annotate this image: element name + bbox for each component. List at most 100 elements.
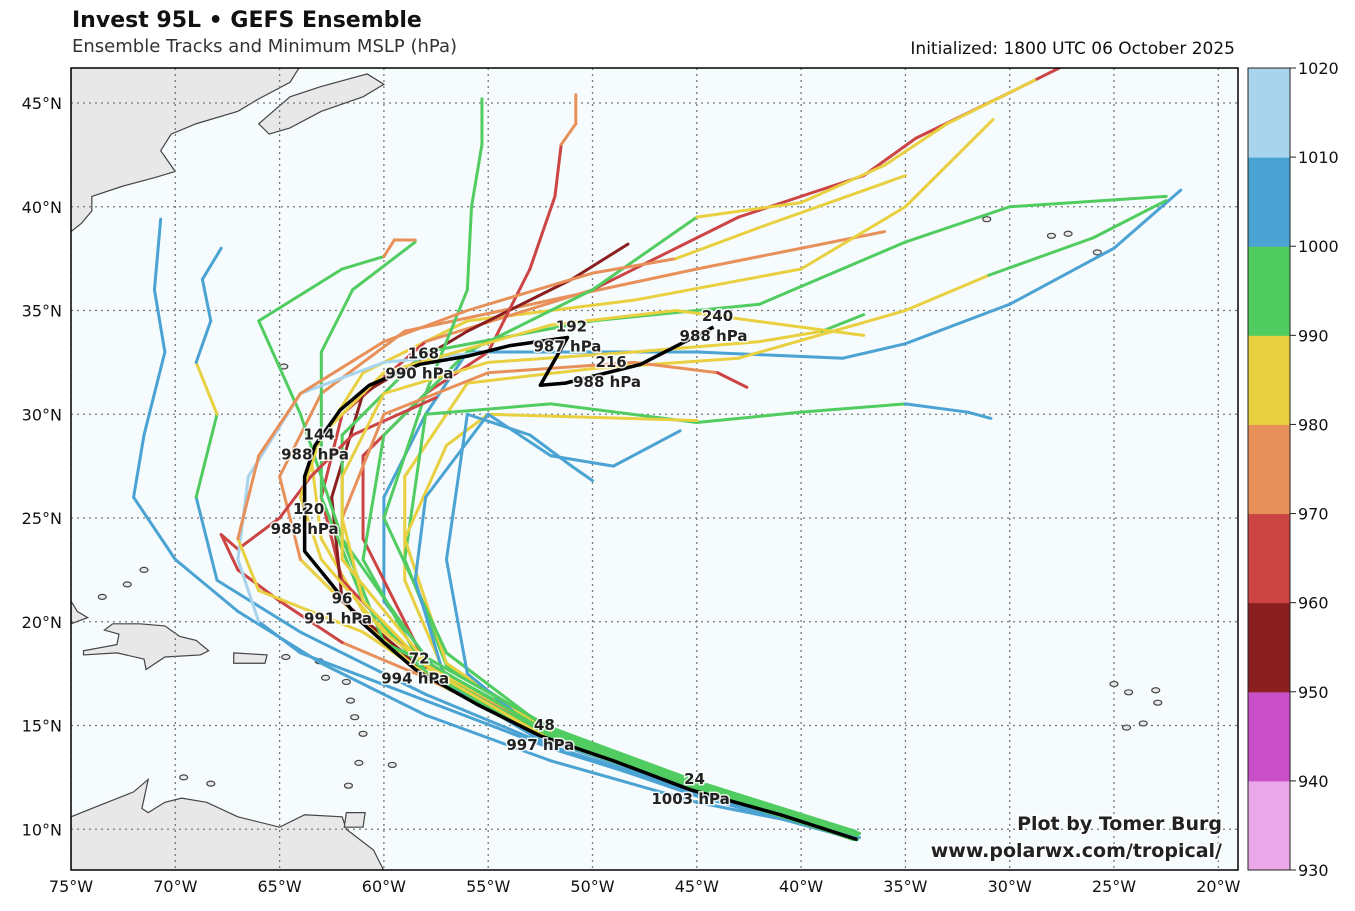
ensemble-track-segment [424,412,490,499]
land-layer [71,68,1163,870]
ensemble-track-segment [549,309,678,327]
ensemble-track-segment [549,734,699,790]
land-island [281,653,291,661]
ensemble-track-segment [236,516,282,551]
ensemble-track-segment [465,277,574,333]
lon-tick-label: 45°W [675,877,719,896]
ensemble-track-segment [382,392,428,520]
colorbar-label: 1010 [1298,148,1339,167]
ensemble-track-segment [883,122,949,167]
ensemble-track-segment [674,309,803,329]
land-island [1092,249,1102,256]
lon-tick-label: 60°W [362,877,406,896]
ensemble-track-segment [278,475,302,561]
ensemble-track-segment [559,122,578,146]
ensemble-track-segment [424,699,553,750]
ensemble-track-segment [553,143,563,198]
credit-author: Plot by Tomer Burg [1017,813,1222,835]
ensemble-track-segment [799,163,887,205]
lon-tick-label: 40°W [779,877,823,896]
ensemble-track-segment [903,273,991,312]
ensemble-track-segment [194,360,219,416]
colorbar-label: 960 [1298,594,1329,613]
land-island [206,780,216,787]
ensemble-track-segment [549,732,699,786]
ensemble-track-segment [298,412,344,541]
ensemble-track-segment [528,433,574,468]
land-island [1046,232,1057,239]
lon-tick-label: 20°W [1196,877,1240,896]
ensemble-track-segment [382,360,490,395]
ensemble-track-segment [219,533,240,551]
mean-track-line [302,325,858,842]
ensemble-track-segment [799,205,907,271]
ensemble-track-segment [486,350,636,364]
colorbar-swatch [1248,602,1290,693]
forecast-hour-label: 192 [556,317,587,335]
forecast-hour-label: 144 [303,425,334,443]
plot-subtitle: Ensemble Tracks and Minimum MSLP (hPa) [72,36,458,57]
land-island [354,759,364,766]
ensemble-track-segment [757,240,907,306]
ensemble-track-segment [309,433,355,478]
ensemble-track-segment [382,309,469,344]
ensemble-mean-track [302,325,858,842]
ensemble-track-segment [528,194,557,271]
ensemble-track-segment [340,392,386,478]
credit-url: www.polarwx.com/tropical/ [931,840,1222,862]
ensemble-track-segment [757,174,907,229]
ensemble-track-segment [465,367,594,385]
ensemble-track-segment [591,215,741,292]
mslp-label: 988 hPa [680,327,748,345]
land-island [387,761,397,769]
ensemble-track-segment [173,558,240,613]
land-island [320,674,331,681]
ensemble-track-segment [340,412,386,520]
lat-tick-label: 45°N [22,94,62,113]
ensemble-track-segment [570,242,630,281]
colorbar-swatch [1248,335,1290,425]
ensemble-track-segment [903,302,1012,346]
ensemble-track-segment [142,350,167,437]
ensemble-track-segment [340,558,428,663]
land-northeast-us [71,68,300,233]
mslp-label: 997 hPa [506,736,574,754]
ensemble-track-segment [194,319,213,364]
ensemble-track-segment [194,495,219,582]
ensemble-track-segment [674,226,761,261]
ensemble-track-segment [298,651,428,703]
forecast-hour-label: 168 [408,344,439,362]
ensemble-track-segment [465,271,594,312]
colorbar-swatch [1248,424,1290,515]
land-island [341,678,351,686]
land-island [1124,689,1134,696]
ensemble-track-segment [257,267,344,323]
ensemble-track-segment [257,392,302,458]
forecast-hour-label: 96 [332,589,353,607]
forecast-hour-label: 48 [534,716,555,734]
ensemble-track-segment [340,255,386,271]
ensemble-track-segment [486,360,636,375]
ensemble-track-segment [424,288,469,395]
ensemble-track-segment [403,537,448,665]
gridlines [71,68,1238,870]
land-island [343,782,354,789]
ensemble-track-segment [132,495,177,561]
ensemble-track-segment [424,713,553,763]
ensemble-track-segment [424,350,469,416]
ensemble-track-segment [194,412,219,499]
ensemble-track-segment [903,205,1012,244]
land-island [350,714,360,721]
ensemble-track-segment [632,360,720,375]
ensemble-track-segment [987,236,1095,277]
ensemble-track-segment [1091,199,1168,240]
lat-tick-label: 35°N [22,302,62,321]
ensemble-track-segment [152,217,163,292]
ensemble-track-segment [152,288,167,354]
ensemble-track-segment [757,329,824,344]
ensemble-track-segment [966,410,993,420]
ensemble-track-segment [632,267,803,302]
ensemble-track-segment [319,329,407,395]
ensemble-track-segment [424,288,594,344]
lon-tick-label: 65°W [258,877,302,896]
